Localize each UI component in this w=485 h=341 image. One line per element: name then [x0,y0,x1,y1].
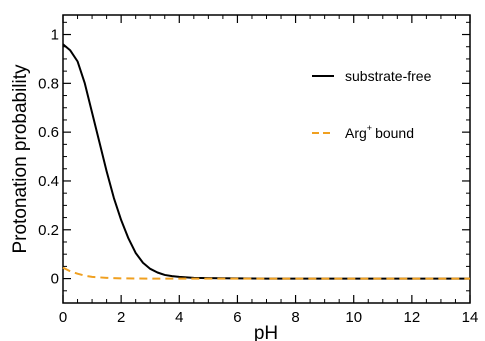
legend-arg-rest: bound [375,125,414,141]
y-tick-label: 0.8 [38,75,59,92]
y-tick-label: 0.4 [38,173,59,190]
series-line-substrate-free [62,43,470,280]
x-tick-label: 12 [404,309,421,326]
x-tick-labels: 0 2 4 6 8 10 12 14 [59,309,479,326]
y-tick-label: 1 [51,27,59,44]
x-tick-label: 6 [233,309,241,326]
axis-ticks [62,15,471,304]
legend-arg-sup: + [367,123,372,133]
x-tick-label: 2 [117,309,125,326]
y-tick-labels: 0 0.2 0.4 0.6 0.8 1 [38,27,59,288]
x-tick-label: 0 [59,309,67,326]
y-tick-label: 0.6 [38,124,59,141]
legend-arg-base: Arg [345,125,367,141]
x-axis-label: pH [254,323,278,341]
y-tick-label: 0.2 [38,222,59,239]
legend-label-arg-bound: Arg+ bound [345,123,414,141]
series-layer [62,43,470,280]
legend: substrate-free Arg+ bound [312,68,432,141]
legend-label-substrate-free: substrate-free [345,68,432,84]
x-tick-label: 10 [345,309,362,326]
plot-frame [62,14,471,304]
y-axis-label: Protonation probability [10,64,31,254]
y-tick-label: 0 [51,271,59,288]
x-tick-label: 4 [175,309,183,326]
x-tick-label: 14 [462,309,479,326]
x-tick-label: 8 [291,309,299,326]
series-line-arg-bound [62,266,470,280]
